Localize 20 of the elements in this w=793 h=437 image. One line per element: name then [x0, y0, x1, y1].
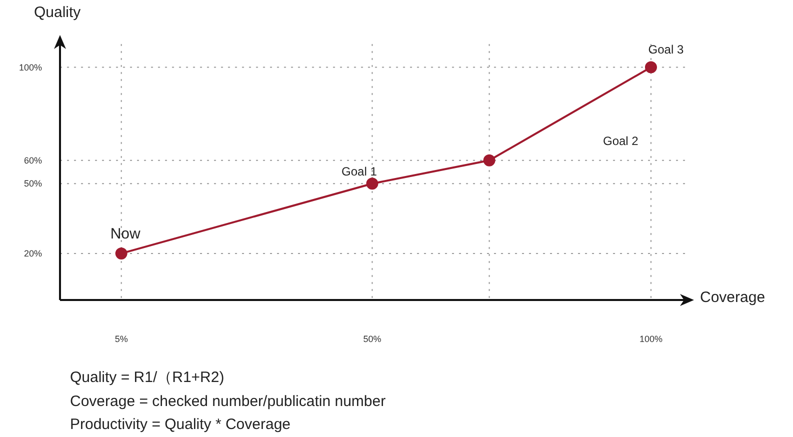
point	[366, 178, 378, 190]
text: Productivity = Quality * Coverage	[70, 416, 291, 433]
annotation: Goal 3	[648, 42, 684, 56]
annotation: Goal 1	[342, 164, 378, 179]
y-tick-label: 20%	[24, 248, 42, 258]
point	[115, 247, 128, 260]
x-tick-label: 50%	[363, 334, 382, 344]
point	[483, 154, 496, 166]
text: Quality = R1/（R1+R2)	[70, 369, 224, 386]
y-tick-label: 100%	[18, 62, 42, 72]
x-tick-label: 5%	[114, 334, 128, 344]
y-tick-label: 50%	[24, 178, 42, 189]
x-tick-label: 100%	[639, 334, 662, 344]
text: Coverage = checked number/publicatin number	[70, 392, 386, 410]
point	[644, 61, 657, 74]
x-axis-title: Coverage	[700, 289, 766, 306]
annotation: Now	[110, 224, 140, 242]
y-tick-label: 60%	[24, 155, 42, 166]
annotation: Goal 2	[603, 134, 638, 148]
y-axis-title: Quality	[34, 4, 81, 21]
